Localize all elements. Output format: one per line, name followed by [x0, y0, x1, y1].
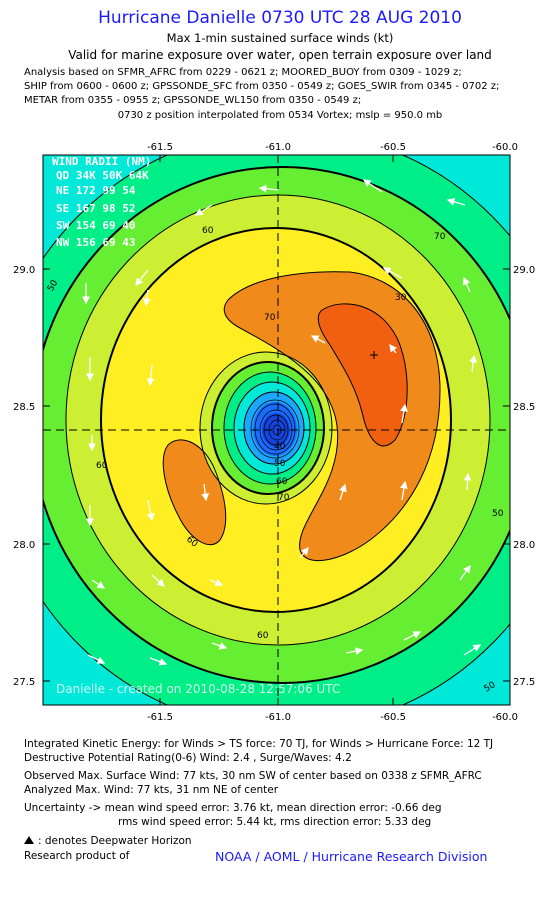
wind-radii-columns: QD 34K 50K 64K — [56, 169, 149, 182]
lon-tick-top: -60.5 — [380, 142, 406, 153]
wind-radii-row-se: SE 167 98 52 — [56, 202, 135, 215]
lon-tick-bottom: -61.0 — [265, 712, 291, 723]
deepwater-horizon-icon — [24, 836, 34, 844]
contour-label: 60 — [257, 631, 269, 641]
contour-label: 60 — [202, 226, 214, 236]
map-subtitle-exposure: Valid for marine exposure over water, op… — [68, 48, 492, 62]
map-subtitle-units: Max 1-min sustained surface winds (kt) — [166, 31, 394, 45]
wind-analysis-map: 60 70 50 60 70 30 40 50 60 70 60 60 50 5… — [13, 142, 535, 723]
wind-radii-row-nw: NW 156 69 43 — [56, 236, 135, 249]
wind-radii-row-ne: NE 172 99 54 — [56, 184, 136, 197]
contour-labels: 60 70 50 60 70 30 40 50 60 70 60 60 50 5… — [46, 226, 504, 695]
analyzed-max-wind: Analyzed Max. Wind: 77 kts, 31 nm NE of … — [24, 784, 279, 796]
map-title: Hurricane Danielle 0730 UTC 28 AUG 2010 — [98, 8, 462, 28]
lat-tick-right: 28.0 — [513, 540, 535, 551]
org-credit: NOAA / AOML / Hurricane Research Divisio… — [215, 849, 488, 864]
lat-tick-right: 29.0 — [513, 265, 535, 276]
contour-label: 70 — [264, 313, 276, 323]
analysis-line-3: METAR from 0355 - 0955 z; GPSSONDE_WL150… — [24, 95, 362, 106]
wind-vectors — [82, 179, 482, 666]
lat-tick-left: 28.5 — [13, 402, 35, 413]
research-label: Research product of — [24, 850, 130, 862]
lat-tick-left: 29.0 — [13, 265, 35, 276]
contour-label: 50 — [492, 509, 504, 519]
lat-tick-right: 27.5 — [513, 677, 535, 688]
lon-tick-bottom: -60.0 — [492, 712, 518, 723]
uncertainty-line-1: Uncertainty -> mean wind speed error: 3.… — [24, 802, 442, 814]
wind-radii-table: WIND RADII (NM) QD 34K 50K 64K NE 172 99… — [52, 155, 151, 249]
dwh-legend: : denotes Deepwater Horizon — [24, 835, 192, 847]
uncertainty-line-2: rms wind speed error: 5.44 kt, rms direc… — [118, 816, 432, 828]
contour-label: 40 — [274, 442, 286, 452]
observed-max-wind: Observed Max. Surface Wind: 77 kts, 30 n… — [24, 770, 482, 782]
lon-tick-top: -61.5 — [147, 142, 173, 153]
position-line: 0730 z position interpolated from 0534 V… — [117, 110, 443, 121]
center-crosshair — [43, 155, 510, 705]
ike-line: Integrated Kinetic Energy: for Winds > T… — [24, 738, 494, 750]
analysis-line-1: Analysis based on SFMR_AFRC from 0229 - … — [24, 67, 462, 78]
contour-label: 50 — [274, 459, 286, 469]
dpr-line: Destructive Potential Rating(0-6) Wind: … — [24, 752, 352, 764]
contour-label: 60 — [276, 477, 288, 487]
lat-tick-left: 28.0 — [13, 540, 35, 551]
contour-label: 70 — [434, 232, 446, 242]
lon-tick-bottom: -61.5 — [147, 712, 173, 723]
watermark: Danielle - created on 2010-08-28 12:57:0… — [56, 682, 340, 696]
contour-label: 70 — [278, 493, 290, 503]
lat-axis-labels: 29.0 28.5 28.0 27.5 29.0 28.5 28.0 27.5 — [13, 265, 535, 688]
max-wind-marker — [370, 351, 378, 359]
contour-label: 60 — [96, 461, 108, 471]
lobe-northeast-core — [318, 303, 408, 446]
lat-tick-left: 27.5 — [13, 677, 35, 688]
wind-field: 60 70 50 60 70 30 40 50 60 70 60 60 50 5… — [43, 155, 510, 705]
wind-radii-header: WIND RADII (NM) — [52, 155, 151, 168]
contour-label: 30 — [395, 293, 407, 303]
lon-tick-bottom: -60.5 — [380, 712, 406, 723]
lon-tick-top: -61.0 — [265, 142, 291, 153]
dwh-legend-text: : denotes Deepwater Horizon — [38, 835, 192, 847]
tick-marks — [43, 155, 511, 705]
axis-labels: -61.5 -61.0 -60.5 -60.0 -61.5 -61.0 -60.… — [147, 142, 518, 723]
lon-tick-top: -60.0 — [492, 142, 518, 153]
wind-radii-row-sw: SW 154 69 40 — [56, 219, 135, 232]
analysis-line-2: SHIP from 0600 - 0600 z; GPSSONDE_SFC fr… — [24, 81, 500, 92]
lat-tick-right: 28.5 — [513, 402, 535, 413]
ring-5 — [262, 413, 290, 447]
